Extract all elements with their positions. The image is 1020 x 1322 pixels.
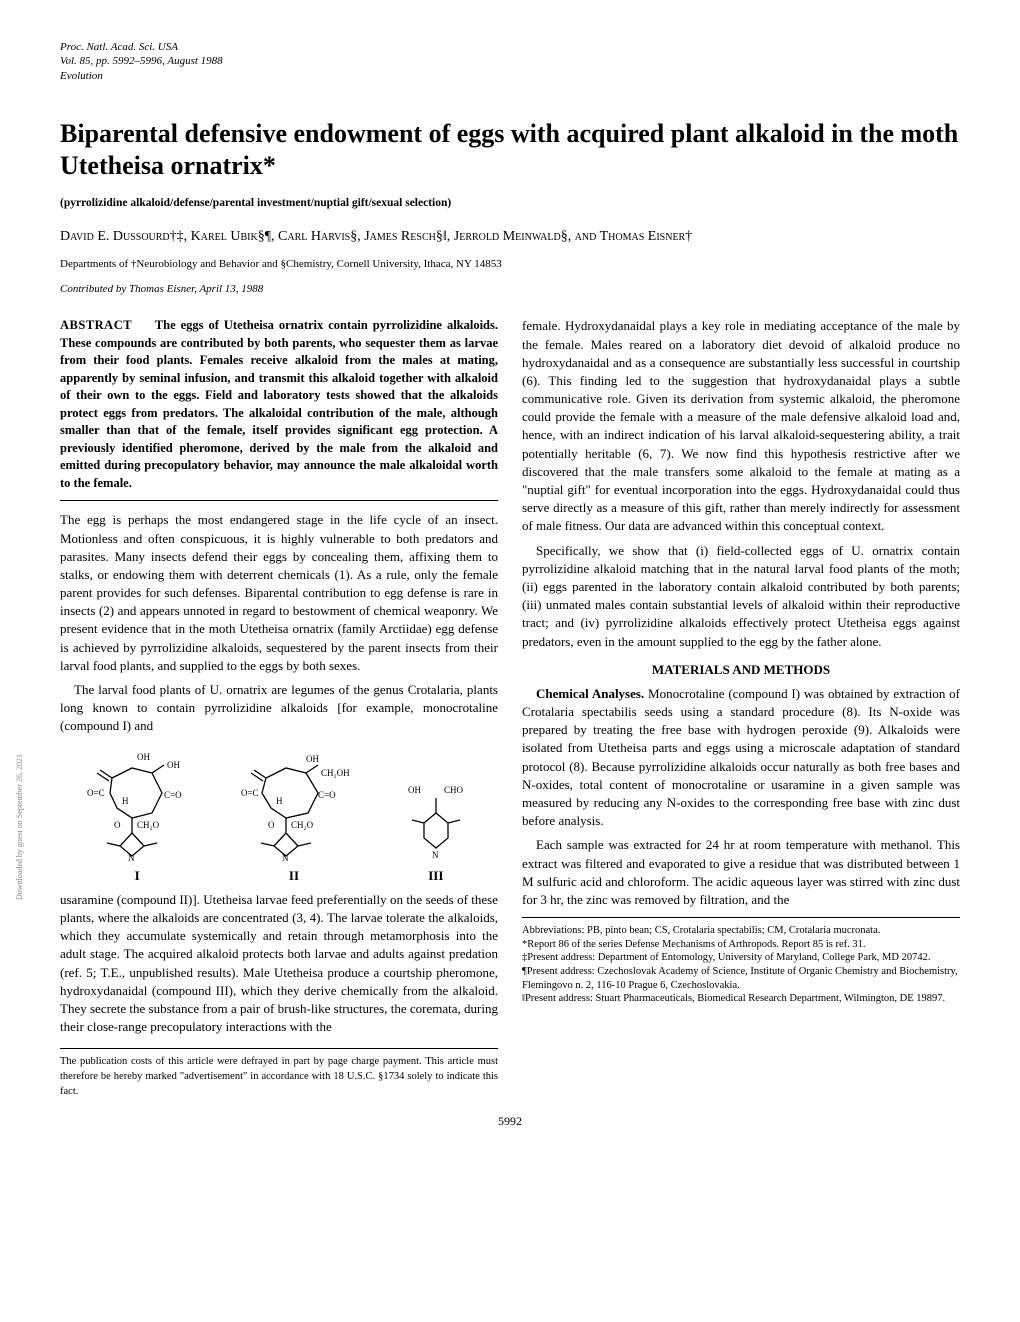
journal-header: Proc. Natl. Acad. Sci. USA Vol. 85, pp. …	[60, 40, 960, 83]
svg-text:O=C: O=C	[87, 788, 105, 798]
svg-text:CH₂O: CH₂O	[291, 820, 314, 830]
contributed-by: Contributed by Thomas Eisner, April 13, …	[60, 282, 960, 297]
compound-II-label: II	[236, 869, 351, 883]
article-title: Biparental defensive endowment of eggs w…	[60, 118, 960, 183]
svg-text:N: N	[282, 853, 289, 863]
right-p2: Specifically, we show that (i) field-col…	[522, 542, 960, 651]
two-column-layout: ABSTRACT The eggs of Utetheisa ornatrix …	[60, 317, 960, 1099]
svg-text:CH₂OH: CH₂OH	[321, 768, 350, 778]
svg-text:CHO: CHO	[444, 785, 464, 795]
footnote-bars: ‖Present address: Stuart Pharmaceuticals…	[522, 992, 960, 1006]
svg-text:O: O	[268, 820, 275, 830]
methods-p2: Each sample was extracted for 24 hr at r…	[522, 836, 960, 909]
journal-name: Proc. Natl. Acad. Sci. USA	[60, 40, 960, 54]
intro-p1: The egg is perhaps the most endangered s…	[60, 511, 498, 675]
departments: Departments of †Neurobiology and Behavio…	[60, 257, 960, 272]
svg-text:O=C: O=C	[241, 788, 259, 798]
footnote-star: *Report 86 of the series Defense Mechani…	[522, 938, 960, 952]
svg-text:OH: OH	[408, 785, 421, 795]
methods-p1: Chemical Analyses. Monocrotaline (compou…	[522, 685, 960, 831]
chemical-structures: OH OH O=C C=O O H CH₂O N I	[60, 748, 498, 883]
methods-p1-lead: Chemical Analyses.	[536, 686, 644, 701]
svg-text:C=O: C=O	[164, 790, 182, 800]
svg-text:N: N	[128, 853, 135, 863]
footnote-ddagger: ‡Present address: Department of Entomolo…	[522, 951, 960, 965]
column-left: ABSTRACT The eggs of Utetheisa ornatrix …	[60, 317, 498, 1099]
download-watermark: Downloaded by guest on September 26, 202…	[14, 754, 25, 900]
abstract-divider	[60, 500, 498, 501]
authors: David E. Dussourd†‡, Karel Ubik§¶, Carl …	[60, 227, 960, 247]
compound-II: OH CH₂OH O=C C=O O H CH₂O N II	[236, 748, 351, 883]
compound-I-label: I	[82, 869, 192, 883]
compound-III-label: III	[396, 869, 476, 883]
abstract-label: ABSTRACT	[60, 318, 150, 332]
journal-section: Evolution	[60, 69, 960, 83]
methods-p1-body: Monocrotaline (compound I) was obtained …	[522, 686, 960, 828]
column-right: female. Hydroxydanaidal plays a key role…	[522, 317, 960, 1099]
materials-methods-header: MATERIALS AND METHODS	[522, 661, 960, 679]
footnote-abbrev: Abbreviations: PB, pinto bean; CS, Crota…	[522, 924, 960, 938]
abstract-text: The eggs of Utetheisa ornatrix contain p…	[60, 318, 498, 490]
svg-text:H: H	[122, 796, 129, 806]
svg-text:N: N	[432, 850, 439, 860]
compound-III: OH CHO N III	[396, 748, 476, 883]
svg-text:OH: OH	[137, 752, 150, 762]
svg-text:O: O	[114, 820, 121, 830]
footnote-para: ¶Present address: Czechoslovak Academy o…	[522, 965, 960, 992]
footnotes-divider	[522, 917, 960, 918]
svg-text:OH: OH	[306, 754, 319, 764]
keywords: (pyrrolizidine alkaloid/defense/parental…	[60, 195, 960, 211]
page-number: 5992	[60, 1113, 960, 1130]
intro-p2: The larval food plants of U. ornatrix ar…	[60, 681, 498, 736]
abstract: ABSTRACT The eggs of Utetheisa ornatrix …	[60, 317, 498, 492]
svg-text:OH: OH	[167, 760, 180, 770]
journal-vol: Vol. 85, pp. 5992–5996, August 1988	[60, 54, 960, 68]
svg-text:H: H	[276, 796, 283, 806]
svg-text:CH₂O: CH₂O	[137, 820, 160, 830]
svg-text:C=O: C=O	[318, 790, 336, 800]
publication-cost-footnote: The publication costs of this article we…	[60, 1048, 498, 1099]
right-p1: female. Hydroxydanaidal plays a key role…	[522, 317, 960, 535]
intro-p3: usaramine (compound II)]. Utetheisa larv…	[60, 891, 498, 1037]
compound-I: OH OH O=C C=O O H CH₂O N I	[82, 748, 192, 883]
